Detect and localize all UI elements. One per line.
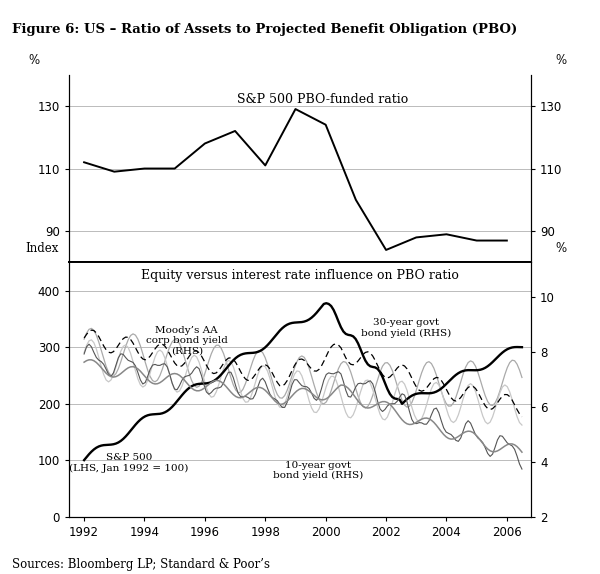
Text: S&P 500
(LHS, Jan 1992 = 100): S&P 500 (LHS, Jan 1992 = 100) [70,453,189,472]
Text: %: % [556,54,566,67]
Text: %: % [556,242,566,255]
Text: Equity versus interest rate influence on PBO ratio: Equity versus interest rate influence on… [141,269,459,282]
Text: 10-year govt
bond yield (RHS): 10-year govt bond yield (RHS) [274,461,364,480]
Text: 30-year govt
bond yield (RHS): 30-year govt bond yield (RHS) [361,319,451,338]
Text: Index: Index [25,242,58,255]
Text: Moody’s AA
corp bond yield
(RHS): Moody’s AA corp bond yield (RHS) [146,326,228,356]
Text: Figure 6: US – Ratio of Assets to Projected Benefit Obligation (PBO): Figure 6: US – Ratio of Assets to Projec… [12,23,517,36]
Text: %: % [29,54,40,67]
Text: S&P 500 PBO-funded ratio: S&P 500 PBO-funded ratio [238,94,409,106]
Text: Sources: Bloomberg LP; Standard & Poor’s: Sources: Bloomberg LP; Standard & Poor’s [12,558,270,571]
